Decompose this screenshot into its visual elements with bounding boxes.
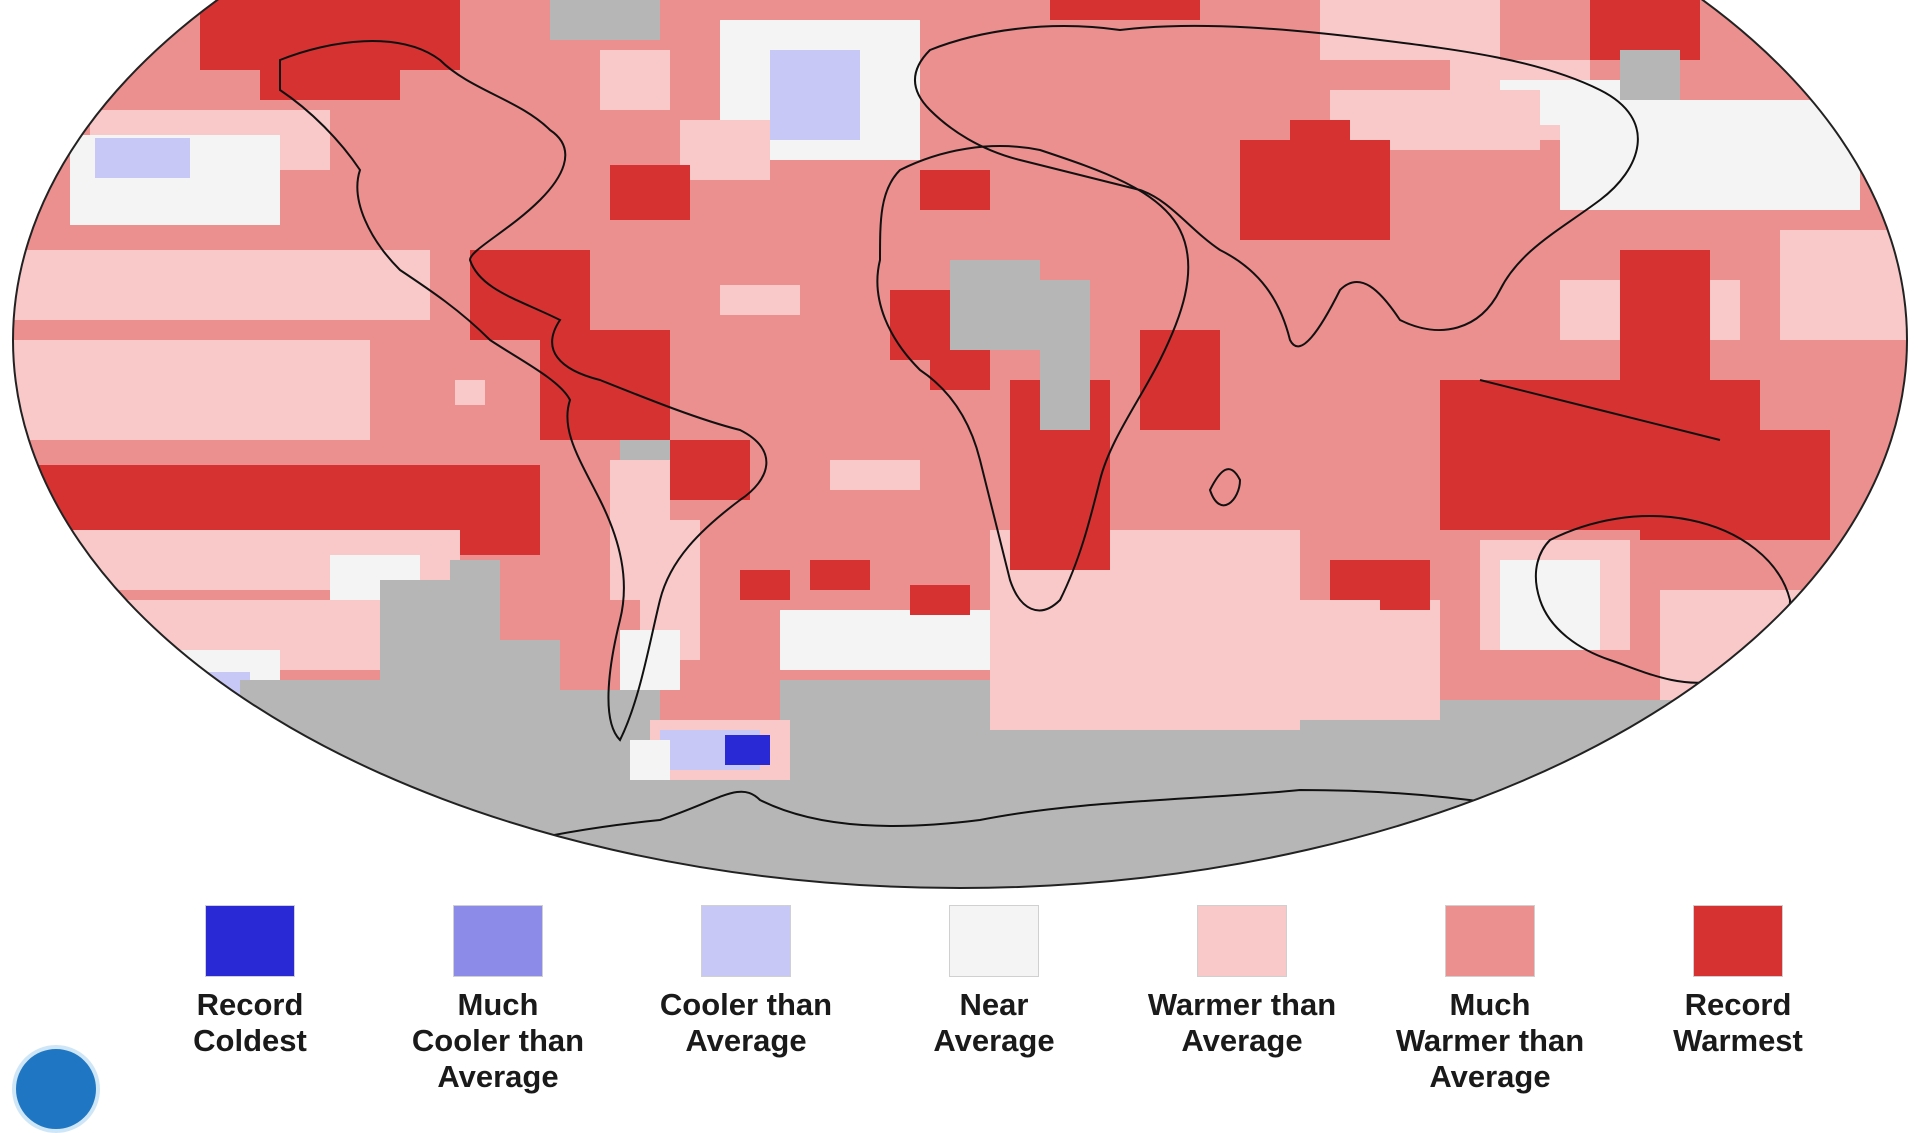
legend-swatch — [1693, 905, 1783, 977]
north-atlantic-cool-area — [600, 20, 920, 180]
legend-label: Much Warmer than Average — [1395, 987, 1585, 1094]
legend-item-record-warmest: Record Warmest — [1608, 905, 1868, 1059]
legend-item-much-warmer: Much Warmer than Average — [1360, 905, 1620, 1095]
legend-label: Record Coldest — [193, 987, 307, 1058]
legend-item-cooler: Cooler than Average — [616, 905, 876, 1059]
record-warmest-regions — [200, 0, 1830, 610]
legend-swatch — [205, 905, 295, 977]
globe-outline — [12, 0, 1908, 889]
legend-item-record-coldest: Record Coldest — [120, 905, 380, 1059]
legend-item-much-cooler: Much Cooler than Average — [368, 905, 628, 1095]
antarctica-missing-data — [13, 560, 1907, 888]
legend-item-near-average: Near Average — [864, 905, 1124, 1059]
legend-label: Record Warmest — [1673, 987, 1803, 1058]
legend-label: Cooler than Average — [659, 987, 833, 1058]
legend-swatch — [701, 905, 791, 977]
legend: Record Coldest Much Cooler than Average … — [0, 905, 1920, 1094]
legend-swatch — [1197, 905, 1287, 977]
legend-swatch — [949, 905, 1039, 977]
legend-label: Much Cooler than Average — [411, 987, 585, 1094]
land-missing-data — [550, 0, 1680, 470]
legend-swatch — [453, 905, 543, 977]
noaa-logo-icon — [12, 1045, 100, 1133]
north-pacific-near-average-area — [70, 0, 1860, 225]
world-map — [12, 0, 1908, 889]
legend-label: Warmer than Average — [1147, 987, 1337, 1058]
legend-swatch — [1445, 905, 1535, 977]
legend-item-warmer: Warmer than Average — [1112, 905, 1372, 1059]
legend-label: Near Average — [933, 987, 1055, 1058]
record-coldest-patch — [725, 735, 770, 765]
